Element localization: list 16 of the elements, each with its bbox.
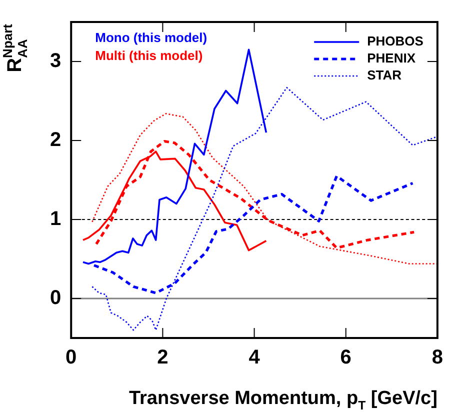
annotation: Mono (this model) (95, 30, 208, 45)
x-tick-label: 4 (248, 346, 261, 369)
x-tick-label: 2 (157, 346, 168, 369)
y-tick-label: 0 (50, 287, 62, 310)
x-tick-label: 0 (66, 346, 77, 369)
legend-label: STAR (367, 68, 402, 83)
legend-label: PHENIX (367, 50, 416, 66)
annotation: Multi (this model) (95, 48, 203, 63)
y-tick-label: 1 (50, 208, 62, 230)
x-tick-label: 6 (340, 346, 352, 369)
y-axis-title: RAANpart (0, 23, 30, 72)
y-tick-label: 2 (50, 129, 62, 152)
x-tick-label: 8 (432, 346, 443, 369)
y-tick-label: 3 (50, 50, 62, 72)
line-series (92, 112, 438, 264)
legend-label: PHOBOS (367, 34, 424, 49)
